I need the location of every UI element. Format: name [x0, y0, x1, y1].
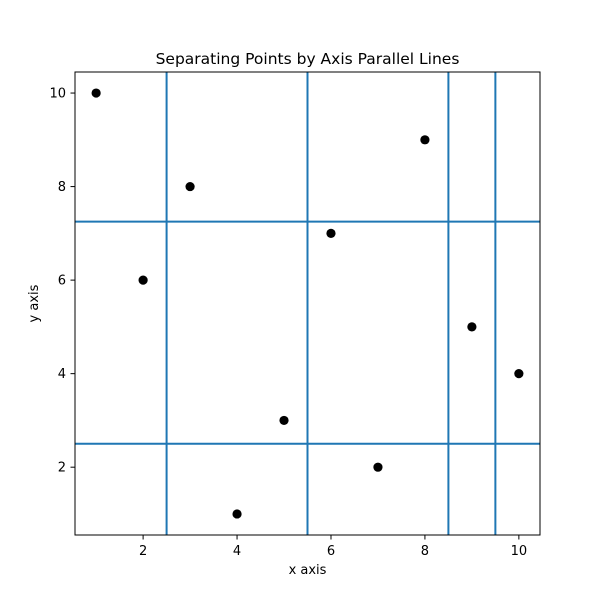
- data-point-5: [279, 415, 289, 426]
- data-point-1: [91, 88, 101, 98]
- chart-title: Separating Points by Axis Parallel Lines: [156, 50, 460, 68]
- axes-frame: [74, 71, 541, 536]
- data-point-2: [138, 275, 148, 285]
- data-point-3: [185, 181, 195, 192]
- data-point-4: [232, 509, 242, 519]
- data-point-8: [420, 135, 430, 145]
- data-point-7: [373, 462, 383, 472]
- y-tick-label-10: 10: [49, 87, 66, 102]
- plot-area: 2 4 6 8 10 2 4 6 8 10: [49, 71, 541, 559]
- x-tick-label-10: 10: [511, 544, 528, 559]
- x-tick-label-6: 6: [327, 544, 335, 559]
- x-axis-label: x axis: [289, 563, 327, 578]
- x-tick-label-4: 4: [233, 544, 241, 559]
- data-point-10: [514, 369, 524, 379]
- y-tick-label-4: 4: [58, 367, 66, 382]
- y-tick-label-6: 6: [58, 274, 66, 289]
- y-tick-label-8: 8: [58, 180, 66, 195]
- y-tick-label-2: 2: [58, 461, 66, 476]
- data-point-9: [467, 322, 477, 332]
- y-axis-label: y axis: [27, 284, 42, 322]
- x-tick-label-8: 8: [421, 544, 429, 559]
- data-point-6: [326, 228, 336, 238]
- x-tick-label-2: 2: [139, 544, 147, 559]
